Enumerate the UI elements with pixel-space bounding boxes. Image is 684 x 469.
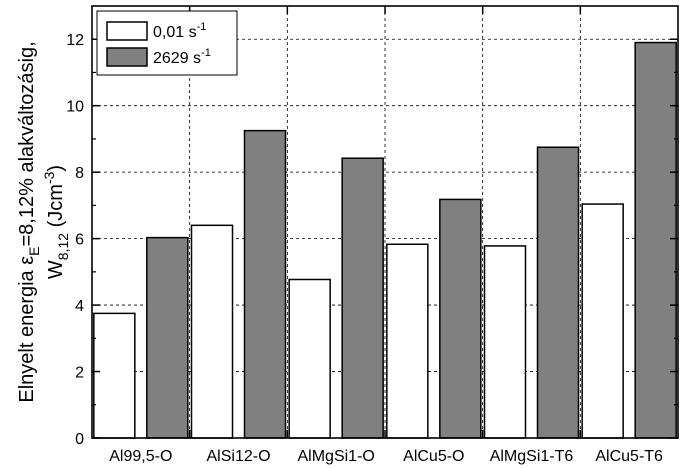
axis-ticks (92, 6, 678, 439)
bar-series-1 (386, 243, 429, 439)
y-tick-label: 8 (75, 165, 84, 182)
tick-labels: 0 2 4 6 8 10 12 Al99,5-O AlSi12-O AlMgSi1-O AlCu5-… (66, 32, 663, 465)
bar-series-2 (341, 157, 384, 439)
bar-series-2 (243, 129, 287, 439)
y-axis-title-line-1: Elnyelt energia εE=8,12% alakváltozásig, (16, 41, 42, 402)
legend-label-series-2: 2629 s-1 (153, 47, 211, 67)
bars (93, 41, 677, 439)
y-axis-title-line-2: W8,12 (Jcm-3) (41, 165, 71, 279)
y-tick-label: 2 (75, 365, 84, 382)
bar-series-1 (288, 278, 331, 439)
legend-swatch-series-1 (106, 21, 148, 41)
y-axis-title: Elnyelt energia εE=8,12% alakváltozásig,… (16, 41, 71, 402)
legend-swatch-series-2 (106, 47, 148, 67)
y-tick-label: 6 (75, 232, 84, 249)
bar-series-2 (146, 236, 189, 439)
x-tick-label: AlMgSi1-T6 (490, 448, 574, 465)
bar-series-1 (483, 245, 527, 439)
grid-lines (92, 6, 678, 438)
x-tick-label: AlCu5-O (403, 448, 464, 465)
bar-series-1 (190, 224, 234, 439)
x-tick-label: AlSi12-O (206, 448, 270, 465)
legend: 0,01 s-1 2629 s-1 (96, 10, 238, 76)
x-tick-label: AlCu5-T6 (595, 448, 663, 465)
bar-series-2 (439, 198, 482, 439)
y-tick-label: 12 (66, 32, 84, 49)
x-tick-label: Al99,5-O (109, 448, 172, 465)
bar-series-2 (634, 41, 677, 439)
bar-series-2 (536, 146, 580, 439)
y-tick-label: 0 (75, 431, 84, 448)
bar-series-1 (93, 312, 136, 439)
legend-label-series-1: 0,01 s-1 (153, 21, 206, 41)
bar-series-1 (581, 203, 624, 439)
y-tick-label: 4 (75, 298, 84, 315)
x-tick-label: AlMgSi1-O (297, 448, 374, 465)
y-tick-label: 10 (66, 99, 84, 116)
